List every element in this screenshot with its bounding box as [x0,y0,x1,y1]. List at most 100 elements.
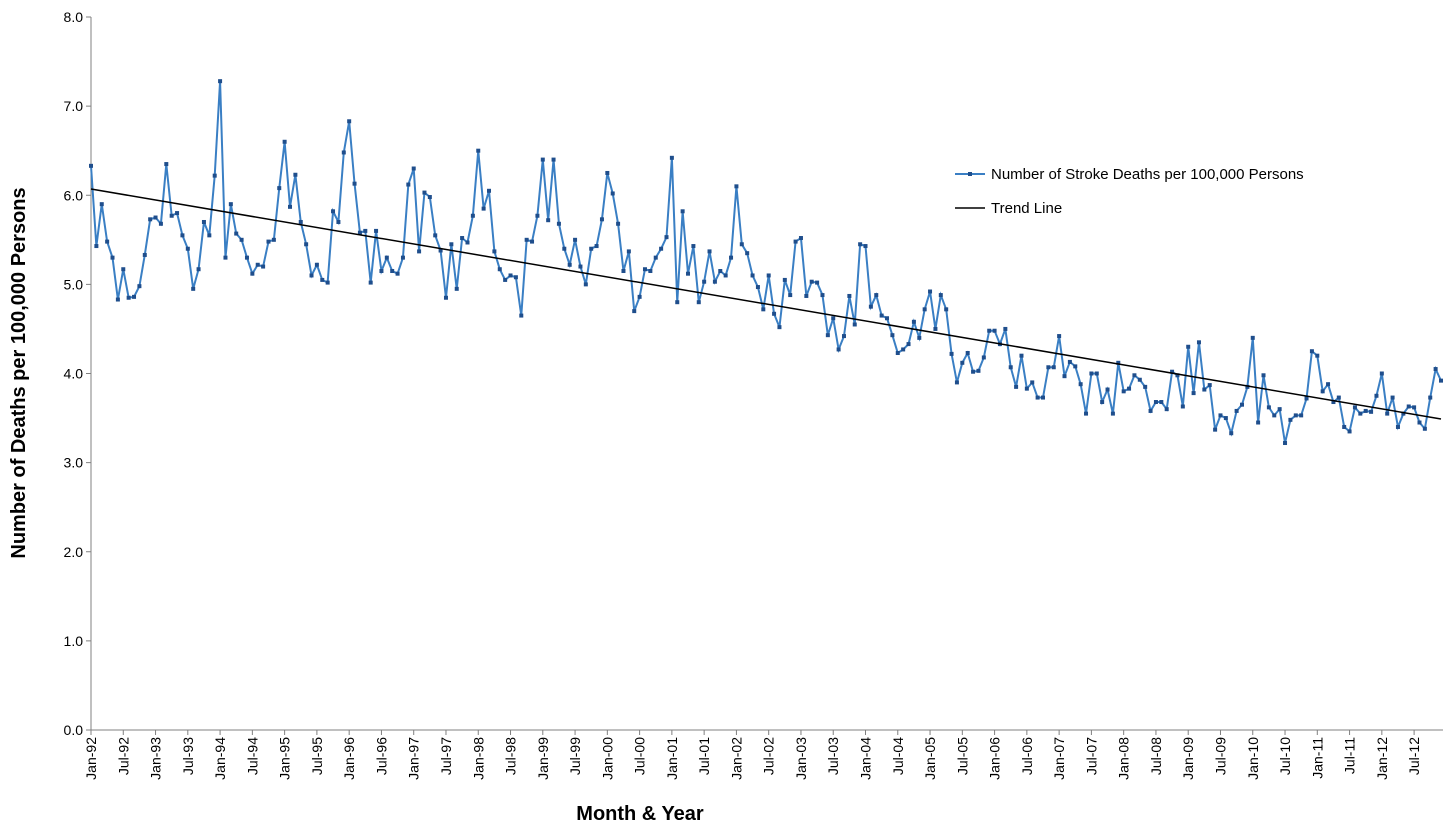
y-tick-label: 4.0 [64,366,84,382]
x-tick-label: Jan-99 [535,737,551,780]
point [761,307,766,312]
point [1288,417,1293,422]
point [836,347,841,352]
point [1078,382,1083,387]
point [288,204,293,209]
point [406,182,411,187]
point [938,293,943,298]
point [196,267,201,272]
point [115,297,120,302]
point [347,119,352,124]
point [465,240,470,245]
point [89,163,93,168]
x-tick-label: Jan-06 [987,737,1003,780]
point [207,233,212,238]
point [1035,395,1040,400]
point [99,202,104,207]
point [804,293,809,298]
point [309,273,314,278]
point [508,273,513,278]
point [492,249,497,254]
x-tick-label: Jan-92 [83,737,99,780]
point [1358,411,1363,416]
point [352,181,357,186]
y-axis-title: Number of Deaths per 100,000 Persons [8,187,30,558]
point [1089,371,1094,376]
point [691,244,696,249]
point [675,300,680,305]
point [594,244,599,249]
point [148,217,153,222]
legend-label: Trend Line [991,200,1062,217]
point [1164,407,1169,412]
point [664,235,669,240]
point [524,237,529,242]
x-tick-label: Jan-95 [277,737,293,780]
point [885,316,890,321]
point [798,236,803,241]
x-tick-label: Jul-93 [180,737,196,775]
series-line [90,81,1442,444]
point [1186,344,1191,349]
point [1121,389,1126,394]
point [971,369,976,374]
point [1229,431,1234,436]
point [271,237,276,242]
point [513,275,518,280]
y-tick-label: 5.0 [64,276,84,292]
point [637,294,642,299]
point [680,209,685,214]
point [659,246,664,251]
point [562,246,567,251]
point [567,262,572,267]
point [244,255,249,260]
point [1180,404,1185,409]
x-tick-label: Jan-01 [664,737,680,780]
point [384,255,389,260]
point [621,269,626,274]
point [411,166,416,171]
point [729,255,734,260]
point [460,236,465,241]
x-tick-label: Jul-97 [438,737,454,775]
point [669,155,674,160]
point [535,213,540,218]
x-tick-label: Jan-97 [406,737,422,780]
point [1417,420,1422,425]
point [642,267,647,272]
point [1105,387,1110,392]
point [1401,411,1406,416]
point [1326,382,1331,387]
y-tick-label: 8.0 [64,9,84,25]
point [1213,427,1218,432]
point [487,188,492,193]
point [519,313,524,318]
x-tick-label: Jan-94 [212,737,228,780]
point [960,360,965,365]
point [1266,405,1271,410]
point [599,217,604,222]
point [1347,429,1352,434]
point [503,277,508,282]
x-tick-label: Jan-05 [922,737,938,780]
x-axis-title: Month & Year [576,803,704,825]
point [325,280,330,285]
trend-line [90,188,1442,420]
point [175,211,180,216]
point [1003,326,1008,331]
point [841,334,846,339]
point [438,248,443,253]
point [583,282,588,287]
point [1110,411,1115,416]
point [992,328,997,333]
point [266,239,271,244]
point [868,304,873,309]
point [201,219,206,224]
x-tick-label: Jan-93 [148,737,164,780]
point [928,289,933,294]
point [121,267,126,272]
x-tick-label: Jan-03 [793,737,809,780]
point [443,295,448,300]
point [417,249,422,254]
